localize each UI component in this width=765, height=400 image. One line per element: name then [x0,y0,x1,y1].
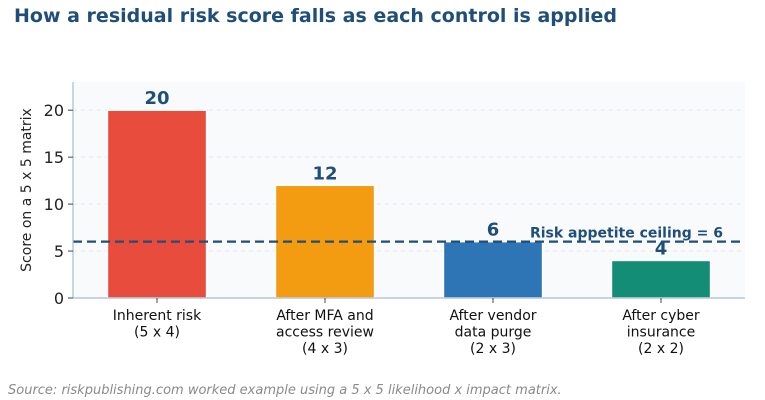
y-tick-label: 5 [54,242,64,261]
y-tick-label: 10 [44,195,64,214]
x-tick-label-line: data purge [455,325,532,341]
bar-value-label: 20 [144,88,169,109]
x-tick-label-line: Inherent risk [113,308,202,324]
x-tick-label-line: After MFA and [276,308,373,324]
bar-chart: Risk appetite ceiling = 6 20 12 6 4 0 5 10 15 2… [19,82,745,357]
y-axis-label: Score on a 5 x 5 matrix [19,108,35,272]
x-tick-label: After MFA and access review (4 x 3) [276,308,374,357]
x-tick-label-line: (2 x 3) [470,341,516,357]
y-tick-label: 0 [54,289,64,308]
x-tick-label: Inherent risk (5 x 4) [113,308,202,341]
bar-value-label: 6 [487,220,500,241]
bar [442,240,544,299]
bar [610,259,712,299]
x-tick-label-line: access review [276,325,374,341]
y-tick-label: 20 [44,101,64,120]
y-ticks: 0 5 10 15 20 [44,101,73,308]
y-tick-label: 15 [44,148,64,167]
x-tick-label-line: insurance [627,325,695,341]
risk-appetite-label: Risk appetite ceiling = 6 [530,226,723,242]
x-tick-label-line: After cyber [622,308,700,324]
bar-value-label: 12 [312,163,337,184]
x-tick-label-line: (2 x 2) [638,341,684,357]
x-tick-label-line: After vendor [449,308,536,324]
x-tick-label: After cyber insurance (2 x 2) [622,308,700,357]
x-tick-label-line: (5 x 4) [134,325,180,341]
chart-title: How a residual risk score falls as each … [14,5,617,27]
x-tick-label-line: (4 x 3) [302,341,348,357]
data-labels: 20 12 6 4 [144,88,667,259]
source-note: Source: riskpublishing.com worked exampl… [8,383,562,398]
reference-line-group: Risk appetite ceiling = 6 [73,226,745,243]
x-tick-labels: Inherent risk (5 x 4) After MFA and access … [113,298,700,357]
bar [106,109,208,299]
bar-value-label: 4 [655,238,668,259]
x-tick-label: After vendor data purge (2 x 3) [449,308,536,357]
